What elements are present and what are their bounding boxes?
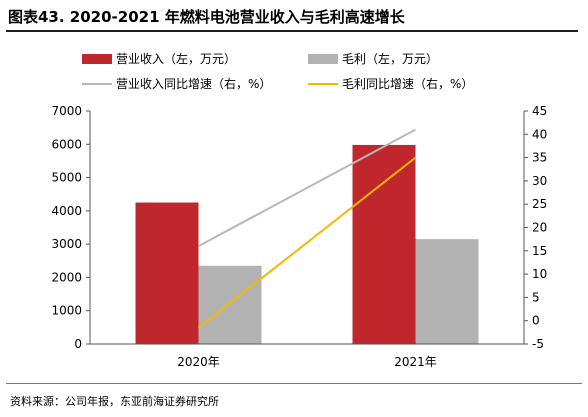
source-note: 资料来源：公司年报，东亚前海证券研究所: [10, 395, 219, 408]
y-right-tick-label: 0: [532, 314, 540, 328]
line-profit-growth: [197, 156, 417, 329]
y-right-tick-label: 10: [532, 267, 547, 281]
y-left-tick-label: 3000: [51, 237, 82, 251]
bar-revenue-1: [352, 144, 416, 344]
y-right-tick-label: 35: [532, 151, 547, 165]
y-left-tick-label: 7000: [51, 104, 82, 118]
legend-label-profit-growth: 毛利同比增速（右，%）: [342, 77, 474, 91]
legend-swatch-revenue: [82, 53, 112, 64]
legend-item-revenue-growth: 营业收入同比增速（右，%）: [82, 75, 271, 92]
y-right-tick-label: -5: [532, 337, 544, 351]
y-left-tick-label: 0: [74, 337, 82, 351]
y-left-tick-label: 1000: [51, 304, 82, 318]
y-right-tick-label: 40: [532, 127, 547, 141]
bar-profit-0: [198, 265, 262, 344]
y-left-tick-label: 5000: [51, 171, 82, 185]
legend-label-revenue-growth: 营业收入同比增速（右，%）: [116, 77, 272, 91]
y-right-tick-label: 5: [532, 290, 540, 304]
line-revenue-growth: [198, 128, 416, 248]
x-tick-label: 2021年: [394, 355, 437, 369]
y-left-tick-label: 6000: [51, 137, 82, 151]
source-divider: [6, 383, 582, 384]
legend-swatch-profit: [308, 53, 338, 64]
legend-swatch-revenue-growth: [82, 82, 112, 85]
legend-item-profit-growth: 毛利同比增速（右，%）: [308, 75, 473, 92]
chart-title: 图表43. 2020-2021 年燃料电池营业收入与毛利高速增长: [8, 8, 405, 26]
y-right-tick-label: 30: [532, 174, 547, 188]
legend-swatch-profit-growth: [308, 82, 338, 85]
title-divider: [6, 30, 578, 32]
bar-profit-1: [415, 239, 479, 344]
y-left-tick-label: 4000: [51, 204, 82, 218]
y-right-tick-label: 25: [532, 197, 547, 211]
legend-item-profit: 毛利（左，万元）: [308, 50, 438, 67]
y-right-tick-label: 45: [532, 104, 547, 118]
legend-item-revenue: 营业收入（左，万元）: [82, 50, 236, 67]
legend-label-profit: 毛利（左，万元）: [342, 52, 439, 66]
legend-label-revenue: 营业收入（左，万元）: [116, 52, 237, 66]
y-right-tick-label: 20: [532, 221, 547, 235]
x-tick-label: 2020年: [177, 355, 220, 369]
y-right-tick-label: 15: [532, 244, 547, 258]
y-left-tick-label: 2000: [51, 270, 82, 284]
bar-revenue-0: [135, 202, 199, 344]
